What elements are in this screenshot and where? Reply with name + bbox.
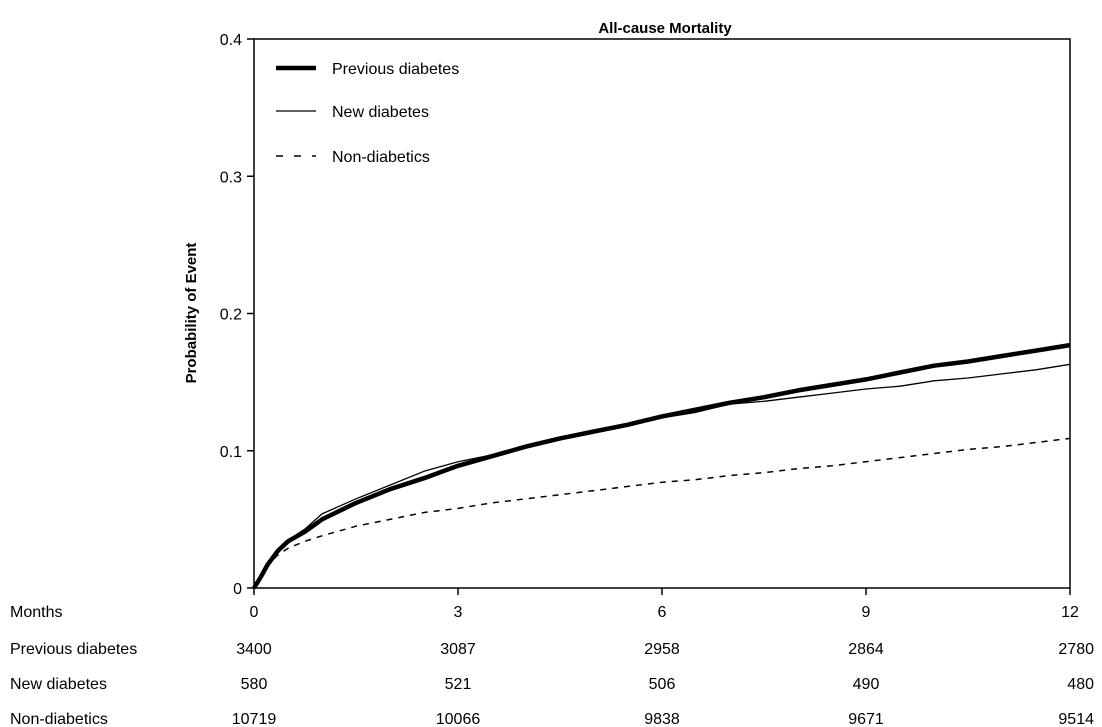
risk-table-cell-new-diabetes-2: 506 bbox=[649, 676, 676, 693]
risk-table-cell-non-diabetics-4: 9514 bbox=[1058, 711, 1094, 727]
risk-table-cell-non-diabetics-0: 10719 bbox=[232, 711, 277, 727]
y-tick-label-3: 0.3 bbox=[220, 169, 242, 186]
risk-table-row-label-non-diabetics: Non-diabetics bbox=[10, 711, 108, 727]
risk-table-cell-non-diabetics-1: 10066 bbox=[436, 711, 481, 727]
risk-table-cell-non-diabetics-3: 9671 bbox=[848, 711, 884, 727]
risk-table-cell-new-diabetes-3: 490 bbox=[853, 676, 880, 693]
risk-table-cell-previous-diabetes-4: 2780 bbox=[1058, 641, 1094, 658]
y-tick-label-1: 0.1 bbox=[220, 444, 242, 461]
y-tick-label-2: 0.2 bbox=[220, 307, 242, 324]
x-tick-label-0: 0 bbox=[250, 604, 259, 621]
series-line-non-diabetics bbox=[253, 437, 1071, 589]
y-axis-label: Probability of Event bbox=[183, 243, 200, 384]
risk-table-row-label-previous-diabetes: Previous diabetes bbox=[10, 641, 137, 658]
series-lines bbox=[252, 342, 1071, 590]
risk-table-cell-previous-diabetes-0: 3400 bbox=[236, 641, 272, 658]
risk-table-cell-new-diabetes-1: 521 bbox=[445, 676, 472, 693]
risk-table-header-label: Months bbox=[10, 604, 62, 621]
risk-table-row-label-new-diabetes: New diabetes bbox=[10, 676, 107, 693]
risk-table-cell-previous-diabetes-1: 3087 bbox=[440, 641, 476, 658]
x-tick-label-2: 6 bbox=[658, 604, 667, 621]
x-tick-label-3: 9 bbox=[862, 604, 871, 621]
x-tick-label-4: 12 bbox=[1061, 604, 1079, 621]
plot-frame bbox=[253, 38, 1071, 589]
legend: Previous diabetes New diabetes Non-diabeti… bbox=[276, 61, 459, 166]
x-ticks: 0 3 6 9 12 bbox=[250, 588, 1079, 621]
series-line-new-diabetes bbox=[253, 363, 1071, 589]
chart-title: All-cause Mortality bbox=[598, 20, 732, 37]
risk-table: Months Previous diabetes 3400 3087 2958 2864 2… bbox=[10, 604, 1094, 727]
risk-table-cell-previous-diabetes-2: 2958 bbox=[644, 641, 680, 658]
risk-table-cell-new-diabetes-0: 580 bbox=[241, 676, 268, 693]
legend-label-non-diabetics: Non-diabetics bbox=[332, 149, 430, 166]
y-tick-label-4: 0.4 bbox=[220, 32, 242, 49]
y-ticks: 0 0.1 0.2 0.3 0.4 bbox=[220, 32, 254, 598]
legend-label-new-diabetes: New diabetes bbox=[332, 104, 429, 121]
x-tick-label-1: 3 bbox=[454, 604, 463, 621]
risk-table-cell-new-diabetes-4: 480 bbox=[1067, 676, 1094, 693]
series-line-previous-diabetes bbox=[252, 342, 1071, 590]
risk-table-cell-non-diabetics-2: 9838 bbox=[644, 711, 680, 727]
legend-label-previous-diabetes: Previous diabetes bbox=[332, 61, 459, 78]
risk-table-cell-previous-diabetes-3: 2864 bbox=[848, 641, 884, 658]
y-tick-label-0: 0 bbox=[233, 581, 242, 598]
